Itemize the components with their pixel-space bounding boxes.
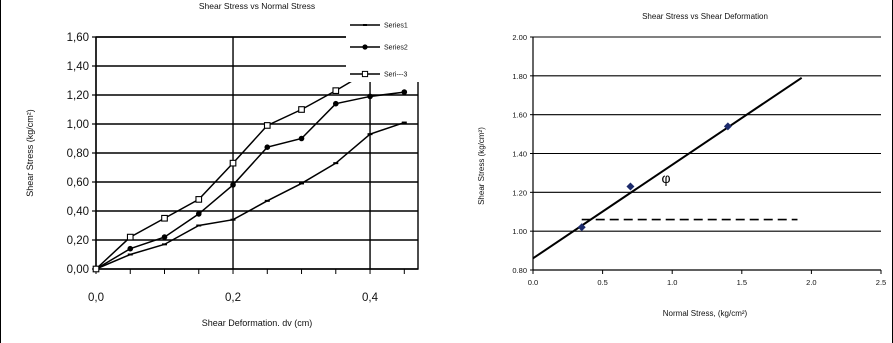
right-y-tick-label: 1.00 xyxy=(512,227,527,236)
legend-marker-square xyxy=(361,70,369,78)
left-y-tick-label: 1,60 xyxy=(67,32,89,44)
left-chart: 0,00 0,20 0,40 0,60 0,80 1,00 1,20 1,40 1,60 0,0 0… xyxy=(25,1,424,328)
left-y-tick-label: 0,20 xyxy=(67,235,89,247)
right-x-tick-label: 1.5 xyxy=(737,278,747,287)
series2-point xyxy=(332,100,339,107)
series2-point xyxy=(401,89,408,95)
left-legend: Series1 Series2 Seri---3 xyxy=(346,16,424,82)
series3-point xyxy=(229,159,237,167)
left-x-axis-label: Shear Deformation. dv (cm) xyxy=(202,318,313,328)
right-y-tick-label: 1.60 xyxy=(512,111,527,120)
left-chart-title: Shear Stress vs Normal Stress xyxy=(199,1,315,11)
legend-entry-label: Series1 xyxy=(384,23,408,30)
right-chart-title: Shear Stress vs Shear Deformation xyxy=(642,12,768,21)
series2-point xyxy=(230,182,236,188)
left-y-tick-label: 0,00 xyxy=(67,264,89,276)
right-x-tick-label: 0.5 xyxy=(597,278,607,287)
legend-entry-label: Seri---3 xyxy=(384,72,407,79)
right-x-tick-label: 1.0 xyxy=(667,278,677,287)
series1-line xyxy=(95,121,405,270)
legend-background xyxy=(346,16,424,82)
series3-point xyxy=(298,106,305,113)
right-y-tick-label: 1.80 xyxy=(512,72,527,81)
phi-annotation: φ xyxy=(661,170,670,186)
right-y-tick-label: 0.80 xyxy=(512,266,527,275)
left-y-axis-label: Shear Stress (kg/cm²) xyxy=(25,109,35,197)
legend-entry-label: Series2 xyxy=(384,45,408,52)
left-x-tick-label: 0,4 xyxy=(362,292,379,304)
right-x-tick-label: 2.5 xyxy=(876,278,886,287)
series3-point xyxy=(195,196,203,203)
data-point xyxy=(626,182,635,191)
series2-point xyxy=(264,144,271,150)
right-x-axis-label: Normal Stress, (kg/cm²) xyxy=(663,309,748,318)
right-x-tick-label: 2.0 xyxy=(806,278,816,287)
series3-point xyxy=(263,122,271,129)
left-y-tick-label: 0,60 xyxy=(67,177,89,189)
left-x-tick-label: 0,0 xyxy=(88,292,104,304)
series2-point xyxy=(127,245,134,252)
series3-point xyxy=(126,233,134,241)
right-y-axis-label: Shear Stress (kg/cm²) xyxy=(477,127,486,205)
right-chart: 0.80 1.00 1.20 1.40 1.60 1.80 2.00 0.0 0.5 1.0 1.5… xyxy=(477,12,886,318)
left-y-tick-label: 0,80 xyxy=(67,148,89,160)
series2-point xyxy=(298,135,305,142)
right-y-tick-label: 1.40 xyxy=(512,150,527,159)
data-point xyxy=(577,223,586,232)
right-x-tick-label: 0.0 xyxy=(528,278,538,287)
left-y-tick-label: 1,20 xyxy=(67,90,89,102)
series2-point xyxy=(195,211,202,217)
left-y-tick-label: 0,40 xyxy=(67,206,89,218)
left-y-tick-label: 1,40 xyxy=(67,61,89,73)
left-plot-frame xyxy=(95,36,419,270)
right-y-tick-label: 2.00 xyxy=(512,33,527,42)
series2-line xyxy=(95,91,405,270)
series2-point xyxy=(161,234,168,240)
right-y-tick-label: 1.20 xyxy=(512,188,527,197)
fit-line xyxy=(532,76,803,260)
series2-point xyxy=(367,93,373,100)
legend-marker-circle xyxy=(362,44,368,50)
series3-point xyxy=(92,265,100,273)
left-y-tick-label: 1,00 xyxy=(67,119,89,131)
series3-point xyxy=(332,87,340,94)
data-point xyxy=(723,122,732,131)
series3-point xyxy=(161,214,168,222)
left-x-tick-label: 0,2 xyxy=(225,292,241,304)
